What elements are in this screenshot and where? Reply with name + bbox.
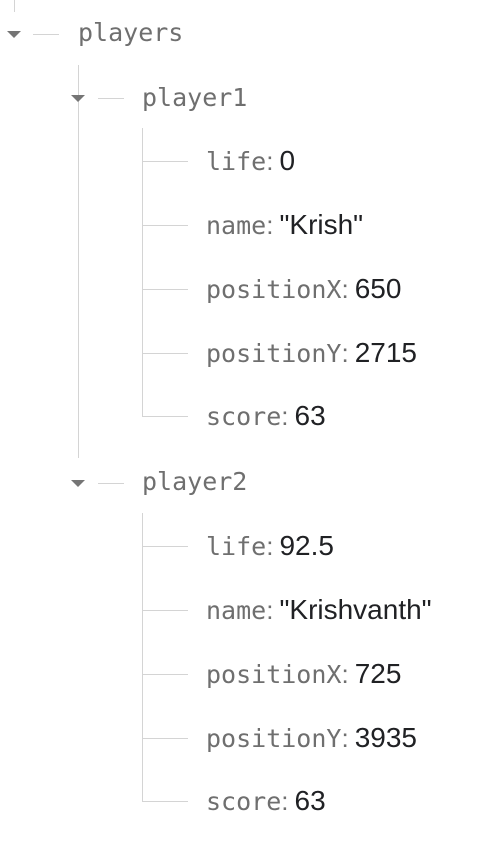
- field-key: name: [206, 211, 267, 240]
- field-value[interactable]: 63: [294, 785, 326, 816]
- tree-line: [78, 65, 79, 458]
- field-value[interactable]: 725: [354, 658, 402, 689]
- field-value[interactable]: 63: [294, 400, 326, 431]
- caret-down-icon[interactable]: [71, 480, 85, 487]
- field-key: positionX: [206, 275, 342, 304]
- field-row[interactable]: name: "Krishvanth": [206, 594, 432, 625]
- field-key: positionX: [206, 660, 342, 689]
- caret-down-icon[interactable]: [7, 31, 21, 38]
- caret-down-icon[interactable]: [71, 95, 85, 102]
- tree-line: [142, 674, 188, 675]
- field-key: life: [206, 147, 267, 176]
- tree-line: [142, 225, 188, 226]
- tree-line: [142, 353, 188, 354]
- tree-line: [142, 128, 143, 417]
- tree-line: [14, 0, 15, 12]
- field-key: positionY: [206, 724, 342, 753]
- tree-line: [142, 513, 143, 802]
- tree-line: [98, 483, 124, 484]
- node-label-player2[interactable]: player2: [142, 467, 248, 496]
- field-row[interactable]: positionX: 650: [206, 273, 402, 304]
- tree-line: [142, 289, 188, 290]
- field-value[interactable]: "Krish": [279, 209, 364, 240]
- field-key: score: [206, 402, 282, 431]
- field-value[interactable]: "Krishvanth": [279, 594, 432, 625]
- tree-line: [142, 738, 188, 739]
- tree-line: [142, 801, 188, 802]
- field-row[interactable]: name: "Krish": [206, 209, 364, 240]
- node-label-players[interactable]: players: [78, 18, 184, 47]
- tree-line: [142, 416, 188, 417]
- tree-line: [142, 610, 188, 611]
- field-key: score: [206, 787, 282, 816]
- field-row[interactable]: life: 0: [206, 145, 296, 176]
- node-label-player1[interactable]: player1: [142, 83, 248, 112]
- tree-line: [98, 98, 124, 99]
- field-key: positionY: [206, 339, 342, 368]
- field-row[interactable]: positionX: 725: [206, 658, 402, 689]
- tree-line: [142, 161, 188, 162]
- field-row[interactable]: score: 63: [206, 785, 326, 816]
- field-row[interactable]: score: 63: [206, 400, 326, 431]
- field-key: life: [206, 532, 267, 561]
- field-row[interactable]: life: 92.5: [206, 530, 334, 561]
- tree-line: [33, 34, 59, 35]
- tree-line: [142, 546, 188, 547]
- field-row[interactable]: positionY: 3935: [206, 722, 417, 753]
- field-value[interactable]: 650: [354, 273, 402, 304]
- field-value[interactable]: 92.5: [279, 530, 334, 561]
- field-value[interactable]: 2715: [354, 337, 417, 368]
- field-key: name: [206, 596, 267, 625]
- field-row[interactable]: positionY: 2715: [206, 337, 417, 368]
- field-value[interactable]: 3935: [354, 722, 417, 753]
- field-value[interactable]: 0: [279, 145, 296, 176]
